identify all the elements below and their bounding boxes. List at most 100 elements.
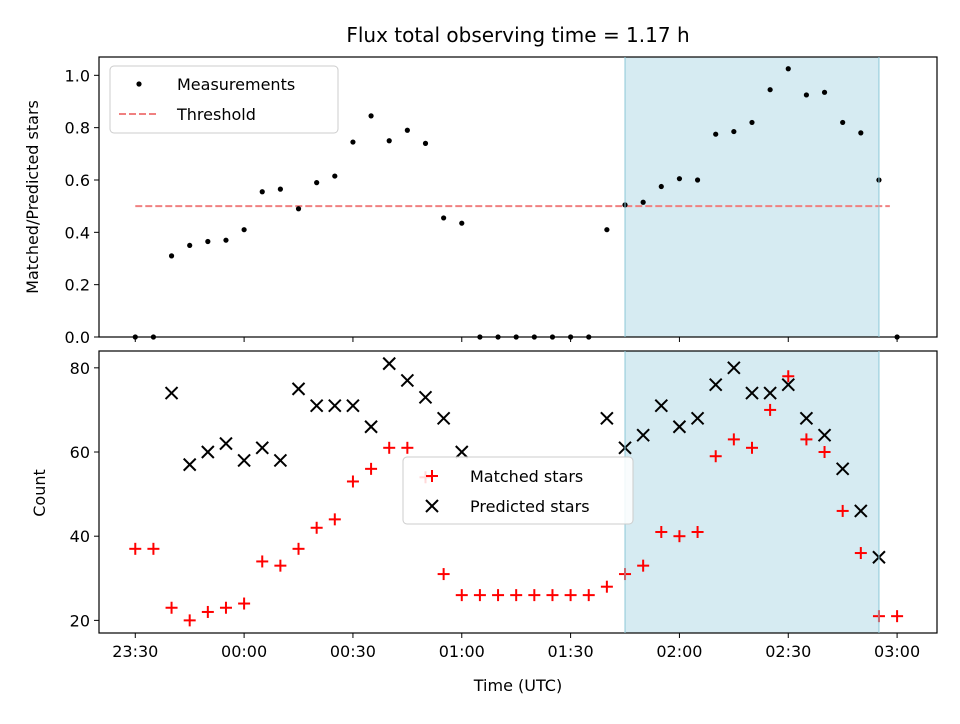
measurement-point	[422, 140, 429, 146]
counts-panel: 23:30 00:00 00:30 01:00 01:30 02:00 02:30 03:00…	[30, 350, 938, 695]
measurement-point	[767, 87, 773, 93]
matched-star-points	[129, 370, 904, 627]
y-tick-label: 40	[70, 527, 90, 546]
predicted-star-point	[709, 377, 723, 392]
predicted-star-point	[182, 457, 197, 472]
ratio-y-ticks: 0.0 0.2 0.4 0.6 0.8 1.0	[65, 66, 99, 347]
matched-star-point	[274, 559, 287, 572]
measurement-point	[821, 89, 828, 95]
predicted-star-point	[854, 504, 868, 518]
predicted-star-point	[219, 436, 233, 451]
matched-star-point	[473, 589, 486, 602]
x-tick-label: 03:00	[874, 642, 920, 661]
measurement-point	[858, 130, 864, 136]
predicted-star-point	[636, 428, 650, 442]
matched-star-point	[346, 475, 359, 488]
predicted-star-point	[817, 428, 832, 442]
measurement-point	[749, 119, 755, 126]
matched-star-point	[292, 542, 305, 555]
predicted-star-point	[781, 377, 795, 392]
matched-star-point	[183, 614, 196, 627]
x-tick-label: 01:00	[439, 642, 485, 661]
matched-star-point	[854, 547, 867, 560]
counts-legend-box	[402, 456, 634, 525]
predicted-star-point	[799, 411, 814, 426]
matched-star-point	[238, 597, 251, 610]
ratio-x-ticks	[134, 337, 898, 342]
counts-y-label: Count	[30, 469, 49, 517]
matched-star-point	[655, 525, 668, 538]
ratio-highlight-span	[625, 57, 879, 337]
measurement-point	[205, 238, 211, 245]
matched-star-point	[691, 525, 704, 538]
predicted-star-point	[763, 386, 777, 400]
threshold-legend-label: Threshold	[176, 105, 256, 124]
measurement-point	[259, 189, 265, 195]
ratio-legend: Measurements Threshold	[109, 65, 339, 134]
measurement-point	[314, 180, 320, 186]
measurement-point	[840, 119, 846, 126]
matched-star-point	[528, 589, 541, 602]
matched-star-point	[600, 580, 613, 593]
matched-star-point	[782, 370, 795, 383]
matched-legend-marker	[426, 470, 438, 482]
measurement-point	[676, 176, 683, 182]
x-tick-label: 23:30	[112, 642, 158, 661]
y-tick-label: 0.4	[65, 223, 90, 242]
matched-star-point	[401, 441, 414, 454]
x-tick-label: 01:30	[548, 642, 594, 661]
predicted-star-point	[600, 411, 614, 426]
predicted-star-point	[328, 399, 342, 413]
y-tick-label: 60	[70, 443, 90, 462]
matched-star-point	[673, 530, 686, 543]
counts-highlight-span	[625, 351, 879, 633]
matched-star-point	[727, 433, 740, 446]
predicted-star-point	[382, 356, 396, 371]
measurements-legend-label: Measurements	[177, 75, 295, 94]
matched-star-point	[510, 589, 523, 602]
predicted-star-point	[255, 441, 269, 455]
predicted-star-point	[291, 382, 306, 396]
predicted-star-point	[654, 399, 669, 413]
measurement-point	[241, 227, 247, 233]
predicted-star-point	[364, 420, 378, 434]
predicted-star-point	[455, 445, 469, 459]
matched-star-point	[836, 504, 849, 517]
y-tick-label: 0.2	[65, 276, 90, 295]
measurement-point	[332, 173, 338, 179]
matched-star-point	[165, 601, 178, 614]
measurement-point	[368, 113, 374, 119]
matched-star-point	[564, 589, 577, 602]
measurement-point	[694, 177, 701, 183]
measurement-point	[295, 206, 302, 212]
matched-star-point	[891, 610, 904, 623]
matched-star-point	[437, 568, 450, 581]
measurement-point	[223, 237, 229, 243]
x-axis-label: Time (UTC)	[473, 676, 562, 695]
matched-legend-label: Matched stars	[470, 467, 583, 486]
ratio-legend-box	[109, 65, 339, 134]
y-tick-label: 0.8	[65, 119, 90, 138]
counts-legend: Matched stars Predicted stars	[402, 456, 634, 525]
y-tick-label: 1.0	[65, 66, 90, 85]
matched-star-point	[745, 441, 758, 454]
predicted-star-point	[672, 420, 687, 434]
matched-star-point	[637, 559, 650, 572]
matched-star-point	[764, 403, 777, 416]
x-tick-label: 00:30	[330, 642, 376, 661]
measurement-point	[441, 215, 447, 221]
predicted-star-point	[237, 453, 251, 468]
matched-star-point	[129, 542, 142, 555]
chart-title: Flux total observing time = 1.17 h	[346, 23, 689, 47]
measurement-point	[168, 253, 175, 259]
counts-x-ticks: 23:30 00:00 00:30 01:00 01:30 02:00 02:30 03:00	[112, 633, 920, 661]
measurement-point	[350, 139, 356, 145]
y-tick-label: 20	[70, 611, 90, 630]
measurement-point	[658, 183, 664, 190]
predicted-star-point	[690, 411, 705, 426]
predicted-star-point	[436, 411, 451, 426]
matched-star-point	[492, 589, 505, 602]
y-tick-label: 80	[70, 359, 90, 378]
ratio-axes-frame	[98, 56, 938, 338]
